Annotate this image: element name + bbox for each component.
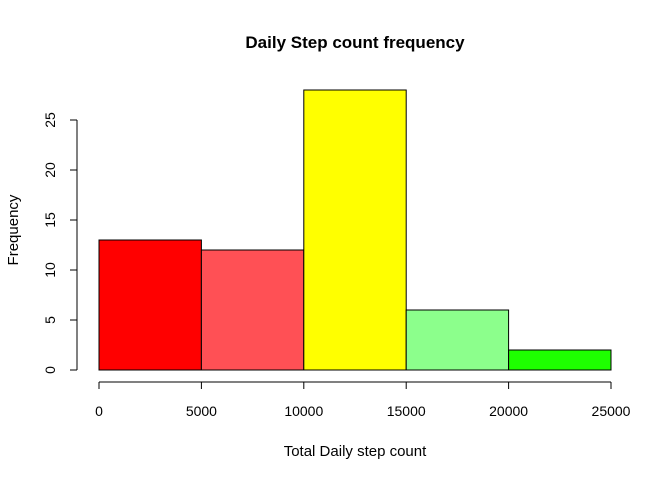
x-tick-label: 25000 (592, 403, 631, 419)
histogram-bar-3 (405, 309, 510, 371)
x-axis-label: Total Daily step count (284, 443, 427, 460)
histogram-bar-0 (98, 239, 202, 371)
x-axis: 0 5000 10000 15000 20000 25000 (95, 381, 631, 419)
y-tick-label: 20 (42, 162, 58, 178)
x-tick-label: 10000 (284, 403, 323, 419)
x-tick-label: 20000 (489, 403, 528, 419)
x-tick-label: 5000 (186, 403, 217, 419)
x-tick-label: 15000 (387, 403, 426, 419)
y-tick-label: 15 (42, 212, 58, 228)
y-tick-label: 25 (42, 112, 58, 128)
y-axis-label: Frequency (5, 194, 22, 265)
x-tick-label: 0 (95, 403, 103, 419)
y-axis: 0 5 10 15 20 25 (42, 112, 78, 374)
chart-title: Daily Step count frequency (245, 33, 465, 52)
histogram-bar-1 (200, 249, 305, 371)
y-tick-label: 5 (42, 316, 58, 324)
y-tick-label: 10 (42, 262, 58, 278)
histogram-bar-4 (508, 349, 612, 371)
bars-group (98, 89, 612, 371)
y-tick-label: 0 (42, 366, 58, 374)
histogram-bar-2 (303, 89, 407, 371)
